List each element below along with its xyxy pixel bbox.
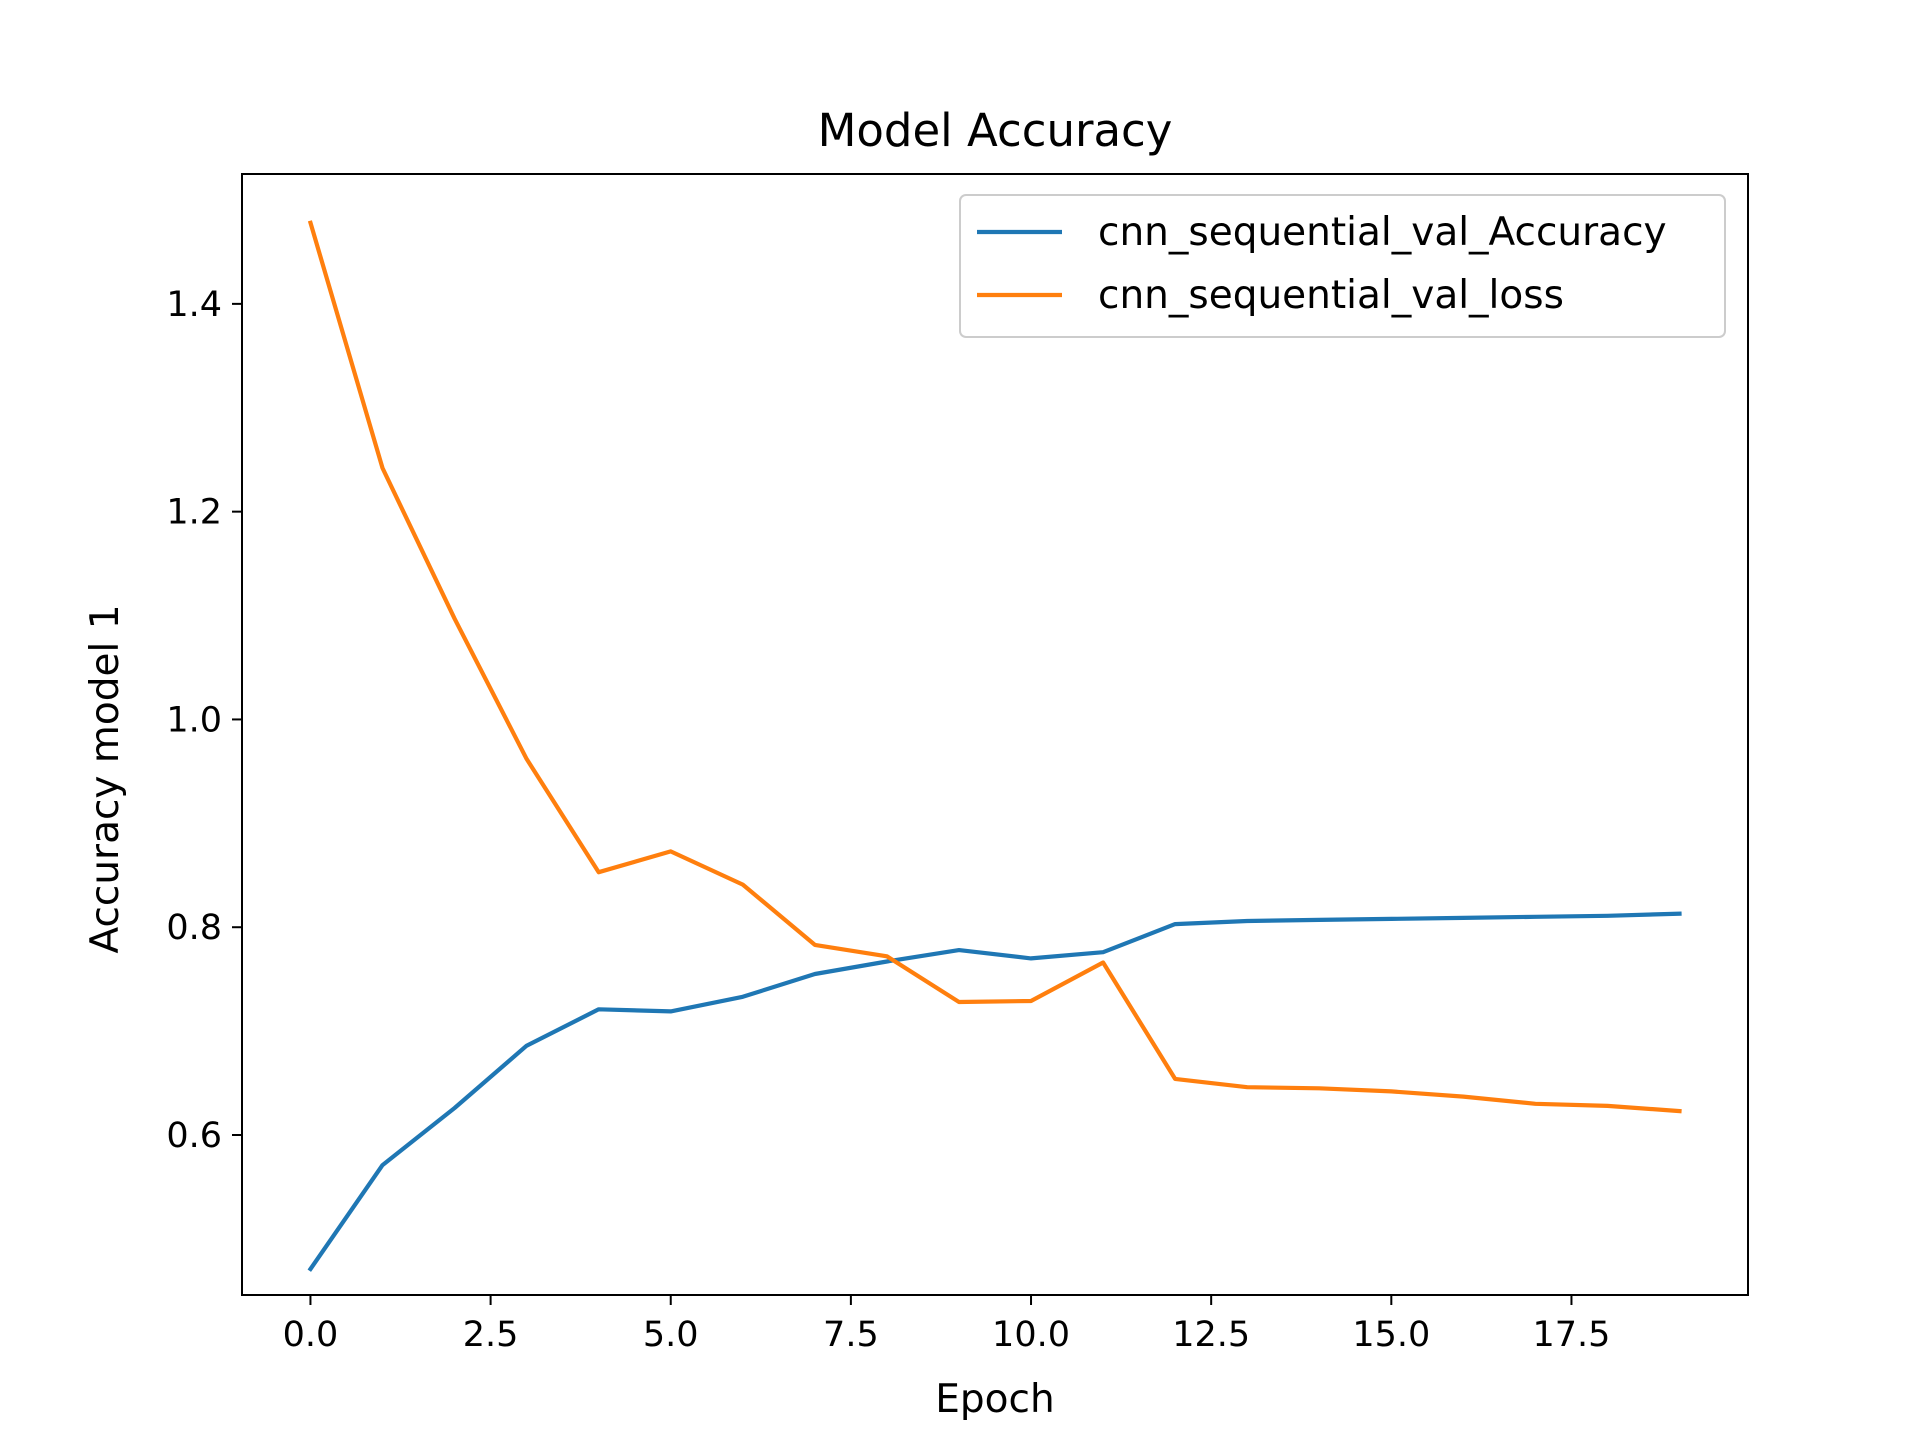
legend: cnn_sequential_val_Accuracy cnn_sequentia…	[959, 194, 1726, 338]
data-point	[1318, 919, 1320, 921]
data-point	[670, 850, 672, 852]
data-point	[382, 467, 383, 469]
data-point	[1102, 951, 1104, 953]
data-point	[886, 961, 888, 962]
y-tick-label: 0.8	[166, 908, 222, 948]
x-tick-label: 5.0	[643, 1315, 699, 1355]
x-axis-label: Epoch	[935, 1377, 1054, 1422]
legend-label-1: cnn_sequential_val_loss	[1098, 273, 1564, 318]
data-point	[1462, 917, 1464, 919]
data-point	[598, 871, 600, 873]
data-point	[1534, 916, 1536, 918]
data-point	[742, 884, 744, 886]
data-point	[1462, 1096, 1464, 1098]
data-point	[310, 1268, 311, 1270]
data-point	[454, 618, 456, 620]
data-point	[1174, 1078, 1176, 1080]
data-point	[814, 944, 816, 946]
legend-box	[959, 194, 1726, 338]
data-point	[814, 973, 816, 975]
data-point	[1679, 1110, 1680, 1112]
data-point	[958, 1001, 960, 1003]
data-point	[886, 955, 888, 957]
data-point	[742, 996, 744, 998]
data-point	[1390, 1090, 1392, 1092]
y-tick-label: 0.6	[166, 1116, 222, 1156]
series-layer	[307, 220, 1682, 1272]
data-point	[598, 1008, 600, 1010]
chart-title: Model Accuracy	[818, 104, 1173, 157]
x-tick-label: 2.5	[463, 1315, 519, 1355]
data-point	[382, 1164, 383, 1166]
data-point	[1679, 913, 1680, 915]
data-point	[1030, 957, 1032, 959]
data-point	[1607, 915, 1608, 917]
x-tick-label: 17.5	[1532, 1315, 1610, 1355]
series-line-0	[307, 911, 1682, 1272]
data-point	[670, 1010, 672, 1012]
x-tick-label: 10.0	[992, 1315, 1070, 1355]
data-point	[526, 1045, 528, 1047]
series-line-1	[307, 220, 1682, 1114]
data-point	[1246, 1086, 1248, 1088]
data-point	[1174, 923, 1176, 925]
data-point	[1390, 918, 1392, 920]
y-axis-ticks: 0.6 0.8 1.0 1.2 1.4	[166, 285, 242, 1156]
data-point	[1030, 1000, 1032, 1002]
y-tick-label: 1.0	[166, 700, 222, 740]
x-tick-label: 7.5	[823, 1315, 879, 1355]
data-point	[1102, 962, 1104, 963]
x-tick-label: 15.0	[1352, 1315, 1430, 1355]
y-tick-label: 1.2	[166, 493, 222, 533]
y-axis-label: Accuracy model 1	[83, 604, 128, 953]
data-point	[526, 758, 528, 760]
x-tick-label: 12.5	[1172, 1315, 1250, 1355]
y-tick-label: 1.4	[166, 285, 222, 325]
data-point	[1246, 920, 1248, 922]
data-point	[958, 949, 960, 951]
plot-frame	[241, 173, 1749, 1296]
x-tick-label: 0.0	[283, 1315, 339, 1355]
data-point	[310, 222, 311, 224]
data-point	[1318, 1087, 1320, 1089]
legend-label-0: cnn_sequential_val_Accuracy	[1098, 210, 1667, 255]
x-axis-ticks: 0.0 2.5 5.0 7.5 10.0 12.5 15.0 17.5	[283, 1295, 1610, 1355]
data-point	[1607, 1105, 1608, 1107]
data-point	[1534, 1103, 1536, 1105]
data-point	[454, 1107, 456, 1109]
